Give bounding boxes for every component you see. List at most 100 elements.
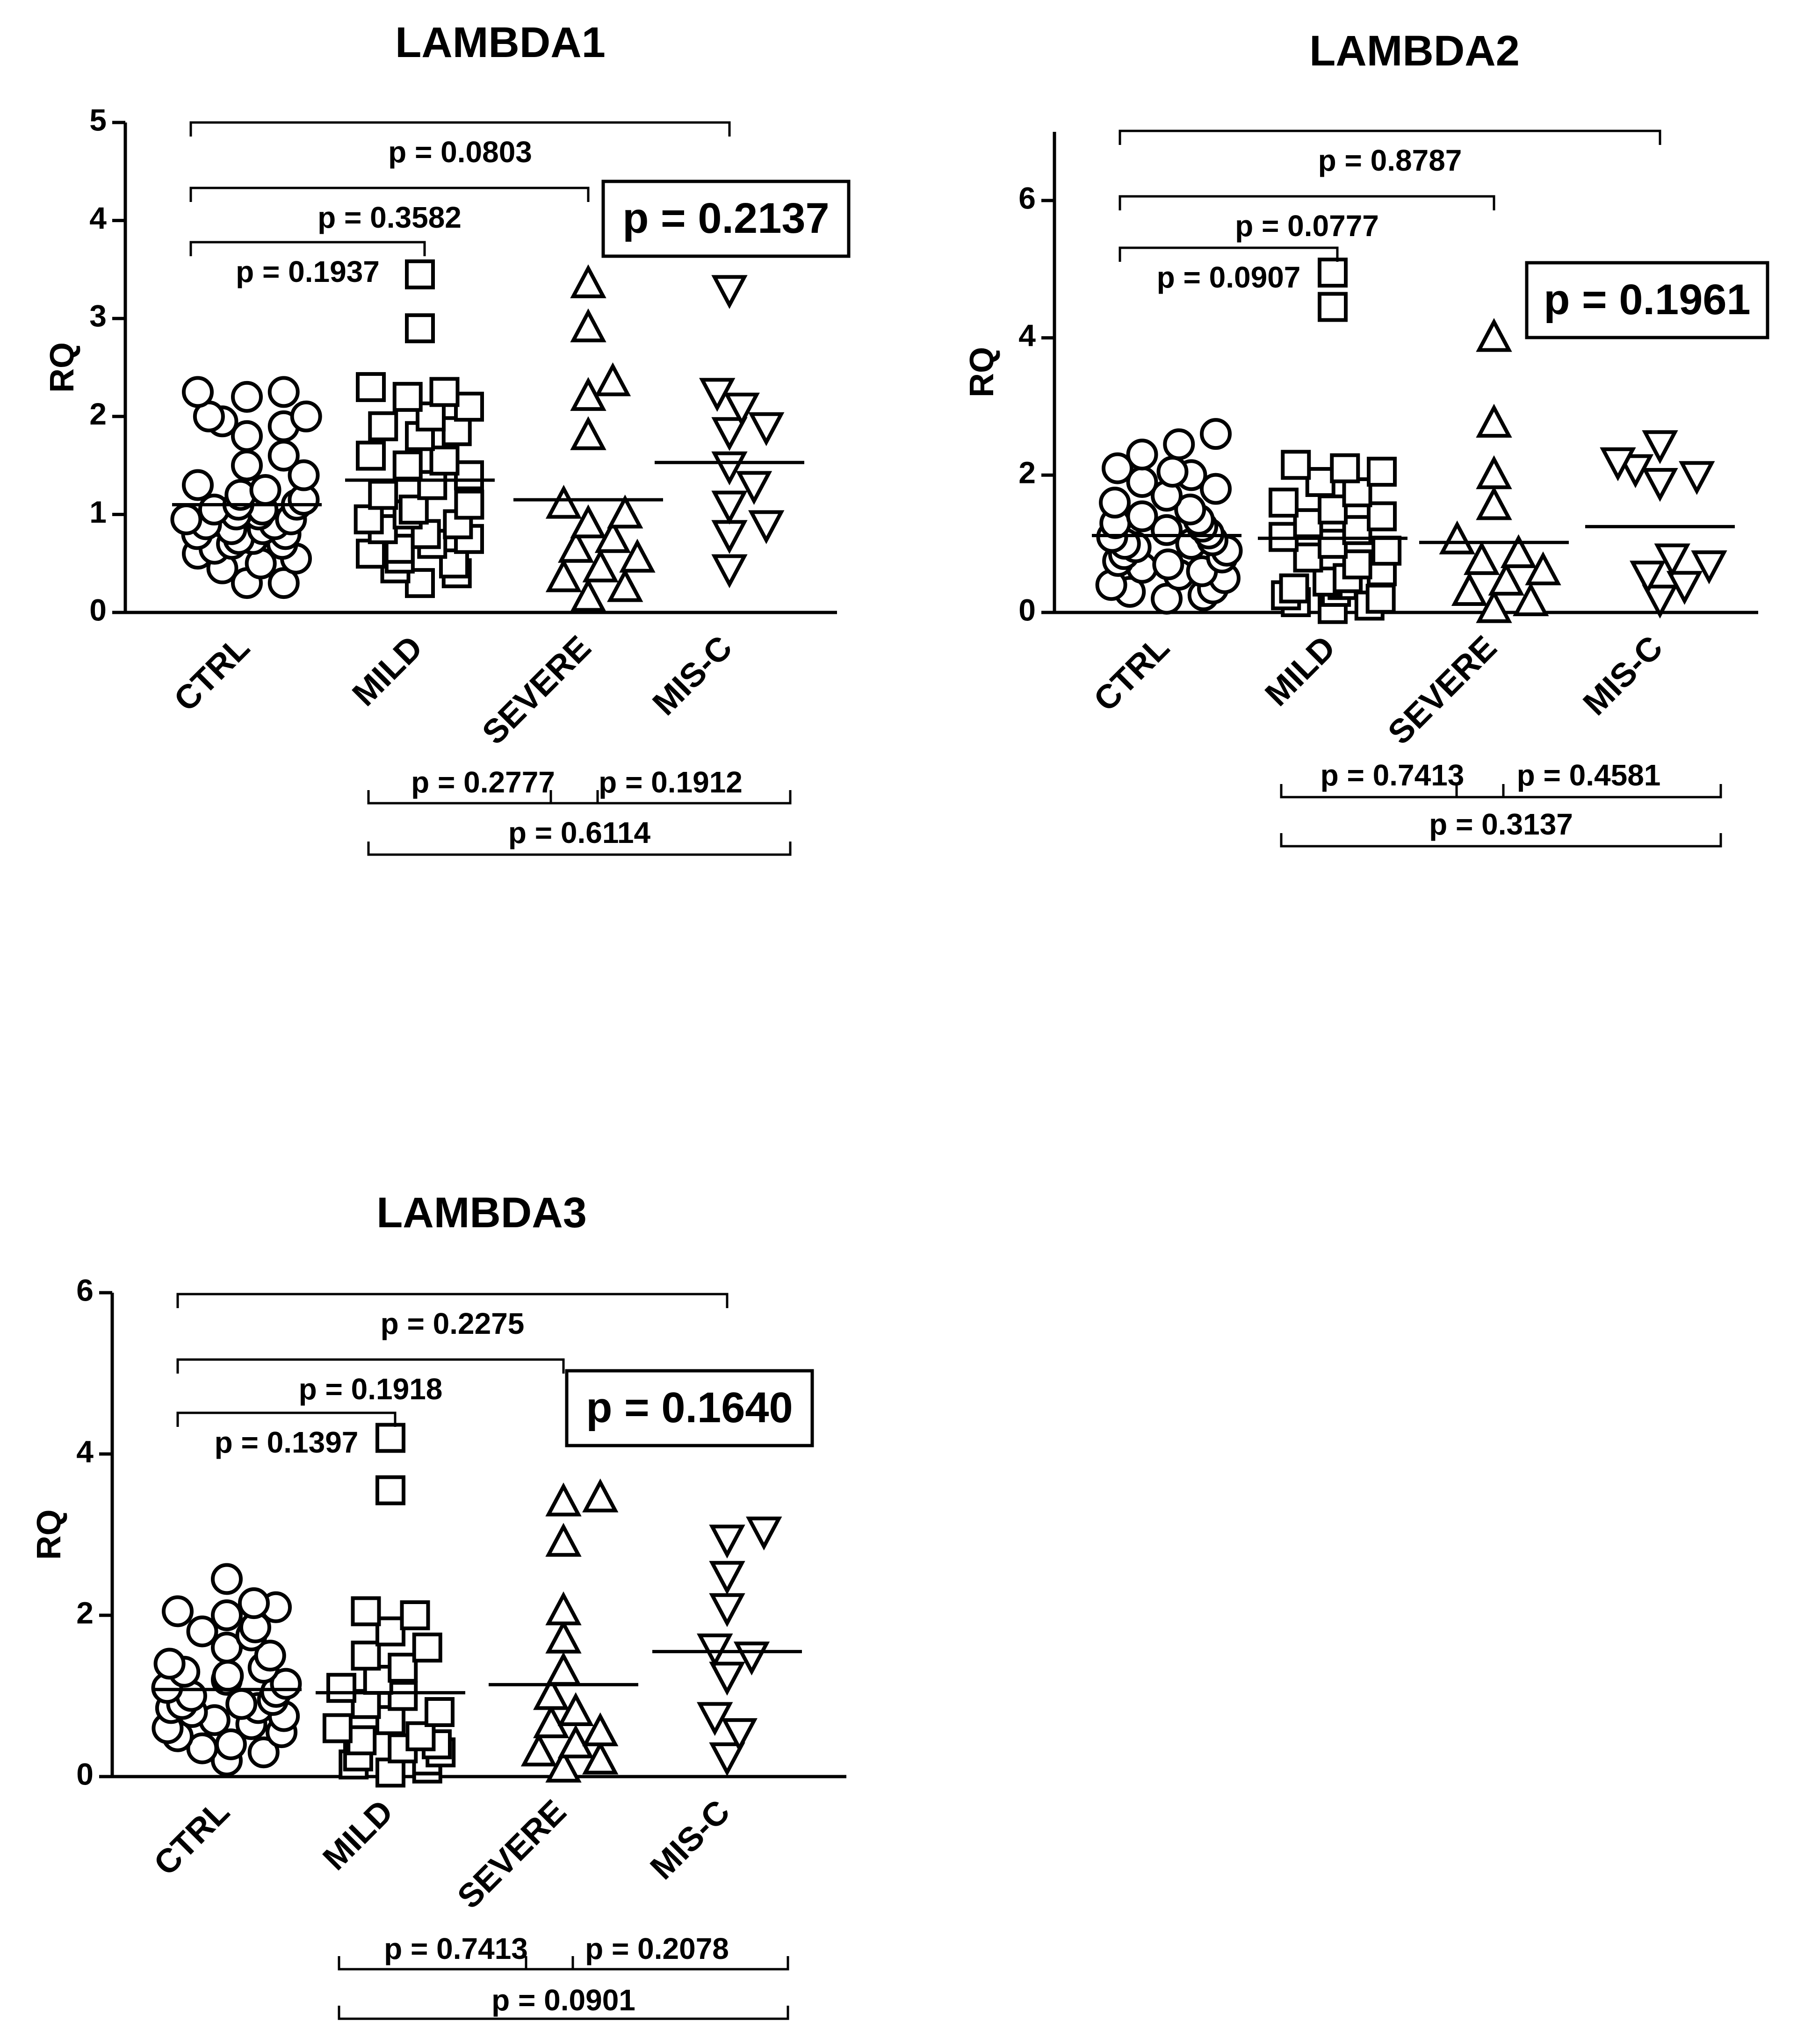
data-point <box>712 1663 742 1691</box>
x-tick-label: MIS-C <box>643 1793 737 1887</box>
data-point <box>1101 489 1129 517</box>
comparison-p-value: p = 0.3137 <box>1429 807 1573 841</box>
data-point <box>1479 490 1509 518</box>
data-point <box>401 497 427 523</box>
data-point <box>407 570 433 596</box>
data-point <box>432 379 458 405</box>
data-point <box>751 414 781 442</box>
group-severe <box>489 1483 638 1781</box>
group-mis-c <box>652 1519 802 1772</box>
data-point <box>585 1745 615 1773</box>
data-point <box>1344 551 1371 577</box>
data-point <box>377 1759 404 1785</box>
data-point <box>598 366 628 394</box>
group-severe <box>1419 322 1569 621</box>
data-point <box>1528 555 1558 583</box>
y-tick-label: 0 <box>76 1756 94 1791</box>
data-point <box>184 471 212 499</box>
x-tick-label: MILD <box>345 629 430 713</box>
group-mild <box>1258 259 1407 622</box>
data-point <box>1158 458 1186 486</box>
y-tick-label: 0 <box>89 592 107 627</box>
data-point <box>1281 576 1307 602</box>
comparison-p-value: p = 0.3582 <box>318 201 462 234</box>
data-point <box>714 277 744 305</box>
data-point <box>390 1655 416 1681</box>
group-mild <box>316 1425 465 1786</box>
data-point <box>456 394 482 420</box>
y-axis-label: RQ <box>963 347 1001 397</box>
group-ctrl <box>1092 420 1241 612</box>
data-point <box>358 374 384 400</box>
data-point <box>213 1601 241 1629</box>
data-point <box>156 1650 184 1678</box>
data-point <box>1332 455 1358 482</box>
data-point <box>233 452 261 480</box>
data-point <box>714 419 744 447</box>
comparison-p-value: p = 0.0901 <box>491 1983 635 2017</box>
data-point <box>712 1595 742 1623</box>
data-point <box>356 506 382 533</box>
data-point <box>1295 510 1321 536</box>
data-point <box>749 1519 779 1547</box>
group-ctrl <box>152 1565 302 1774</box>
group-ctrl <box>172 378 322 597</box>
data-point <box>1283 452 1309 478</box>
y-tick-label: 5 <box>89 102 107 137</box>
data-point <box>402 1602 428 1628</box>
data-point <box>292 403 320 431</box>
data-point <box>188 1618 217 1646</box>
data-point <box>172 505 200 533</box>
data-point <box>573 420 603 448</box>
data-point <box>561 1696 591 1724</box>
data-point <box>270 378 298 406</box>
data-point <box>548 1656 578 1684</box>
data-point <box>548 1595 578 1623</box>
data-point <box>456 462 482 489</box>
x-tick-label: SEVERE <box>450 1793 573 1916</box>
comparison-p-value: p = 0.0803 <box>388 135 532 169</box>
chart-title: LAMBDA2 <box>1309 27 1520 75</box>
chart-panel-2: LAMBDA2 RQ 0 2 4 6 CTRL MILD SEVERE MIS-C p = 0.09… <box>963 27 1768 846</box>
data-point <box>377 1477 404 1504</box>
comparison-bracket <box>1120 196 1494 210</box>
data-point <box>549 562 579 590</box>
data-point <box>1202 420 1230 448</box>
data-point <box>251 476 279 504</box>
data-point <box>184 378 212 406</box>
data-point <box>548 1527 578 1555</box>
x-tick-label: MIS-C <box>646 629 740 723</box>
data-point <box>328 1675 354 1701</box>
data-point <box>610 498 640 526</box>
data-point <box>1645 470 1675 498</box>
group-mild <box>345 261 495 596</box>
overall-p-value: p = 0.1961 <box>1544 276 1750 324</box>
comparison-p-value: p = 0.1397 <box>215 1425 359 1459</box>
data-point <box>714 492 744 520</box>
data-point <box>370 482 396 508</box>
y-tick-label: 1 <box>89 495 107 529</box>
comparison-p-value: p = 0.7413 <box>384 1932 528 1965</box>
x-tick-label: MILD <box>316 1793 400 1878</box>
data-point <box>712 1526 742 1555</box>
data-point <box>426 1699 453 1725</box>
data-point <box>1320 497 1346 523</box>
data-point <box>377 1425 404 1451</box>
data-point <box>548 1487 578 1515</box>
data-point <box>1479 322 1509 350</box>
comparison-p-value: p = 0.0777 <box>1235 209 1379 243</box>
comparison-bracket <box>178 1294 727 1308</box>
comparison-p-value: p = 0.0907 <box>1157 260 1301 294</box>
data-point <box>377 1619 404 1645</box>
chart-panel-1: LAMBDA1RQ012345CTRL MILD SEVERE MIS-Cp = 0.… <box>43 19 849 855</box>
data-point <box>1479 593 1509 621</box>
data-point <box>1320 294 1346 320</box>
y-tick-label: 2 <box>76 1595 94 1630</box>
comparison-bracket <box>178 1360 563 1374</box>
data-point <box>548 1624 578 1652</box>
y-tick-label: 0 <box>1018 592 1036 627</box>
comparison-p-value: p = 0.1912 <box>599 765 743 799</box>
comparison-bracket <box>191 242 425 256</box>
x-tick-label: CTRL <box>167 629 257 719</box>
